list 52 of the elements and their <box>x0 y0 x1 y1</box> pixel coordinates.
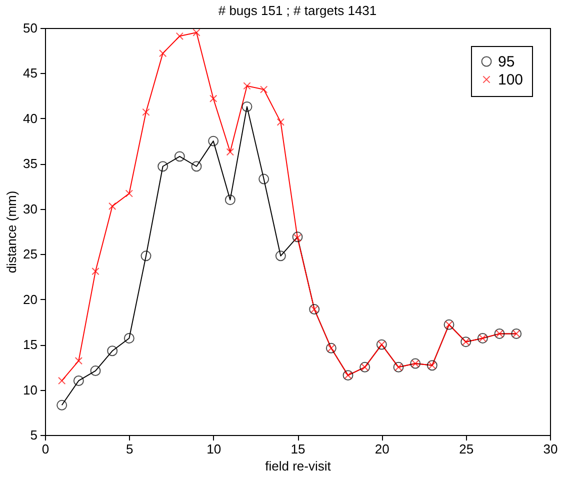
point <box>191 161 202 172</box>
point <box>176 32 184 40</box>
x-axis-title: field re-visit <box>265 458 332 474</box>
point <box>58 376 66 385</box>
y-tick-label: 20 <box>23 292 38 307</box>
y-tick-label: 50 <box>23 20 38 36</box>
point <box>90 366 101 376</box>
point <box>125 190 133 198</box>
y-tick-label: 40 <box>23 110 38 126</box>
point <box>192 28 200 36</box>
y-tick-label: 10 <box>23 382 38 398</box>
y-tick-label: 35 <box>23 156 38 172</box>
point <box>226 148 234 156</box>
point <box>260 86 268 94</box>
x-tick-label: 5 <box>126 442 134 456</box>
point <box>224 194 236 206</box>
point <box>174 151 185 162</box>
point <box>56 400 68 410</box>
point <box>208 136 219 146</box>
point <box>107 346 118 356</box>
legend-label: 95 <box>498 54 515 70</box>
x-tick-label: 15 <box>290 442 306 456</box>
point <box>124 332 134 344</box>
point <box>243 82 251 90</box>
point <box>142 108 150 116</box>
point <box>210 94 218 102</box>
y-tick-label: 15 <box>23 337 38 352</box>
chart-title: # bugs 151 ; # targets 1431 <box>218 3 377 18</box>
point <box>140 250 152 262</box>
y-tick-label: 25 <box>23 246 38 262</box>
point <box>292 232 303 242</box>
point <box>276 118 284 126</box>
y-axis-title: distance (mm) <box>4 190 20 274</box>
point <box>242 101 252 112</box>
legend-label: 100 <box>498 72 524 88</box>
x-tick-label: 20 <box>374 442 390 456</box>
point <box>159 50 167 58</box>
point <box>258 174 270 184</box>
point <box>73 376 84 386</box>
point <box>158 161 168 172</box>
y-tick-label: 5 <box>30 428 38 442</box>
point <box>92 267 100 276</box>
x-tick-label: 10 <box>206 442 222 456</box>
x-tick-label: 30 <box>543 442 558 456</box>
point <box>108 202 116 210</box>
point <box>74 357 82 365</box>
point <box>275 250 286 262</box>
x-tick-label: 0 <box>42 442 50 456</box>
point <box>294 234 302 242</box>
y-tick-label: 45 <box>23 66 38 81</box>
y-tick-label: 30 <box>23 201 38 216</box>
x-tick-label: 25 <box>459 442 474 456</box>
